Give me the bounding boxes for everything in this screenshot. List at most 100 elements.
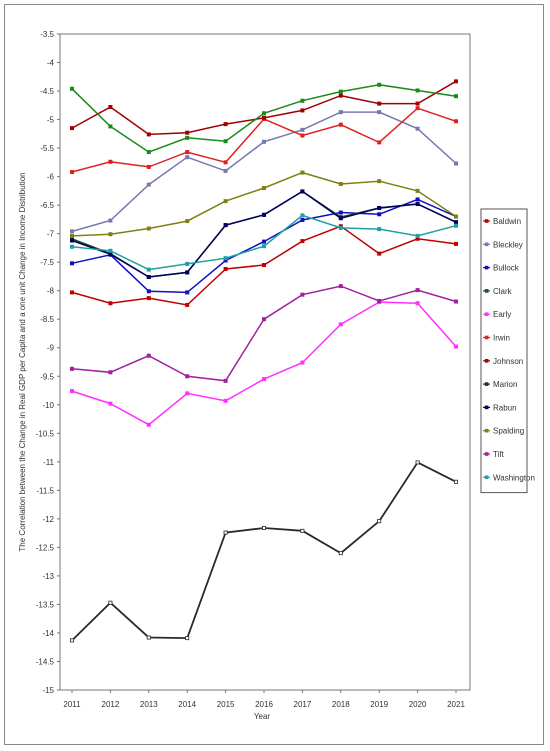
x-tick-label: 2021	[447, 700, 465, 709]
data-point	[108, 159, 113, 164]
legend-item: Bullock	[483, 264, 520, 273]
data-point	[146, 267, 151, 272]
data-point	[146, 422, 151, 427]
data-point	[300, 360, 305, 365]
data-point	[338, 551, 343, 556]
data-point	[338, 182, 343, 187]
data-point	[415, 101, 420, 106]
legend-item: Rabun	[483, 403, 517, 412]
data-point	[338, 122, 343, 127]
data-point	[185, 219, 190, 224]
data-point	[108, 248, 113, 253]
legend-item: Marion	[483, 380, 517, 389]
data-point	[377, 140, 382, 145]
data-point	[146, 226, 151, 231]
legend: Baldwin Bleckley Bullock Clark Early Irwin Joh…	[480, 208, 535, 494]
data-point	[108, 124, 113, 129]
data-point	[185, 261, 190, 266]
legend-swatch-marker	[484, 475, 489, 480]
data-point	[261, 525, 266, 530]
data-point	[70, 244, 75, 249]
data-point	[261, 139, 266, 144]
data-point	[415, 188, 420, 193]
data-point	[338, 284, 343, 289]
y-axis: -3.5 -4 -4.5 -5 -5.5 -6 -6.5 -7 -7.5 -8 -8.5 -9 -9.5…	[36, 30, 60, 695]
data-point	[70, 238, 75, 243]
plot-area	[59, 33, 471, 691]
y-tick-label: -8.5	[40, 315, 54, 324]
data-point	[377, 212, 382, 217]
legend-label: Washington	[493, 473, 535, 482]
data-point	[70, 261, 75, 266]
data-point	[70, 233, 75, 238]
data-point	[261, 115, 266, 120]
data-point	[146, 150, 151, 155]
legend-swatch-marker	[484, 242, 489, 247]
legend-swatch-marker	[484, 219, 489, 223]
legend-label: Baldwin	[493, 217, 521, 226]
data-point	[223, 256, 228, 261]
data-point	[261, 186, 266, 191]
x-axis-title: Year	[254, 712, 271, 721]
data-point	[261, 239, 266, 244]
data-point	[223, 139, 228, 144]
data-point	[453, 241, 458, 246]
y-tick-label: -6	[47, 173, 55, 182]
legend-swatch-marker	[484, 382, 489, 386]
data-point	[377, 101, 382, 106]
data-point	[185, 290, 190, 295]
series-rabun	[70, 189, 458, 280]
data-point	[223, 267, 228, 272]
data-point	[453, 79, 458, 84]
data-point	[223, 160, 228, 165]
data-point	[185, 302, 190, 307]
data-point	[300, 239, 305, 244]
x-tick-label: 2019	[370, 700, 388, 709]
y-tick-label: -9	[47, 344, 55, 353]
data-point	[108, 218, 113, 223]
y-tick-label: -14.5	[36, 657, 55, 666]
data-point	[185, 130, 190, 135]
x-axis: 2011 2012 2013 2014 2015 2016 2017 2018 2019 2020…	[63, 690, 465, 709]
series-line	[71, 80, 457, 136]
data-point	[261, 263, 266, 268]
data-point	[453, 161, 458, 166]
data-point	[70, 170, 75, 175]
data-point	[300, 108, 305, 113]
y-tick-label: -4.5	[40, 87, 54, 96]
data-point	[338, 210, 343, 215]
legend-label: Spalding	[493, 427, 524, 436]
y-tick-label: -13.5	[36, 600, 55, 609]
data-point	[146, 353, 151, 358]
series-line	[71, 461, 457, 642]
data-point	[300, 292, 305, 297]
legend-swatch-marker	[484, 265, 489, 270]
legend-label: Marion	[493, 380, 517, 389]
data-point	[146, 296, 151, 301]
legend-swatch-marker	[484, 359, 489, 363]
series-unlabeled	[70, 82, 458, 155]
data-point	[223, 223, 228, 228]
data-point	[185, 155, 190, 160]
data-point	[108, 232, 113, 237]
x-tick-label: 2020	[409, 700, 427, 709]
y-tick-label: -14	[42, 629, 54, 638]
data-point	[377, 519, 382, 524]
data-point	[185, 135, 190, 140]
data-point	[453, 344, 458, 349]
data-point	[261, 111, 266, 116]
chart-frame	[4, 4, 544, 745]
data-point	[223, 168, 228, 173]
data-point	[185, 150, 190, 155]
data-point	[70, 366, 75, 371]
y-tick-label: -13	[42, 572, 54, 581]
y-axis-title: The Correlation between the Change in Re…	[18, 172, 27, 551]
data-point	[146, 164, 151, 169]
data-point	[300, 170, 305, 175]
legend-label: Clark	[493, 287, 513, 296]
data-point	[185, 391, 190, 396]
data-point	[338, 110, 343, 115]
series-spalding	[70, 170, 458, 238]
data-point	[300, 217, 305, 222]
y-tick-label: -15	[42, 686, 54, 695]
